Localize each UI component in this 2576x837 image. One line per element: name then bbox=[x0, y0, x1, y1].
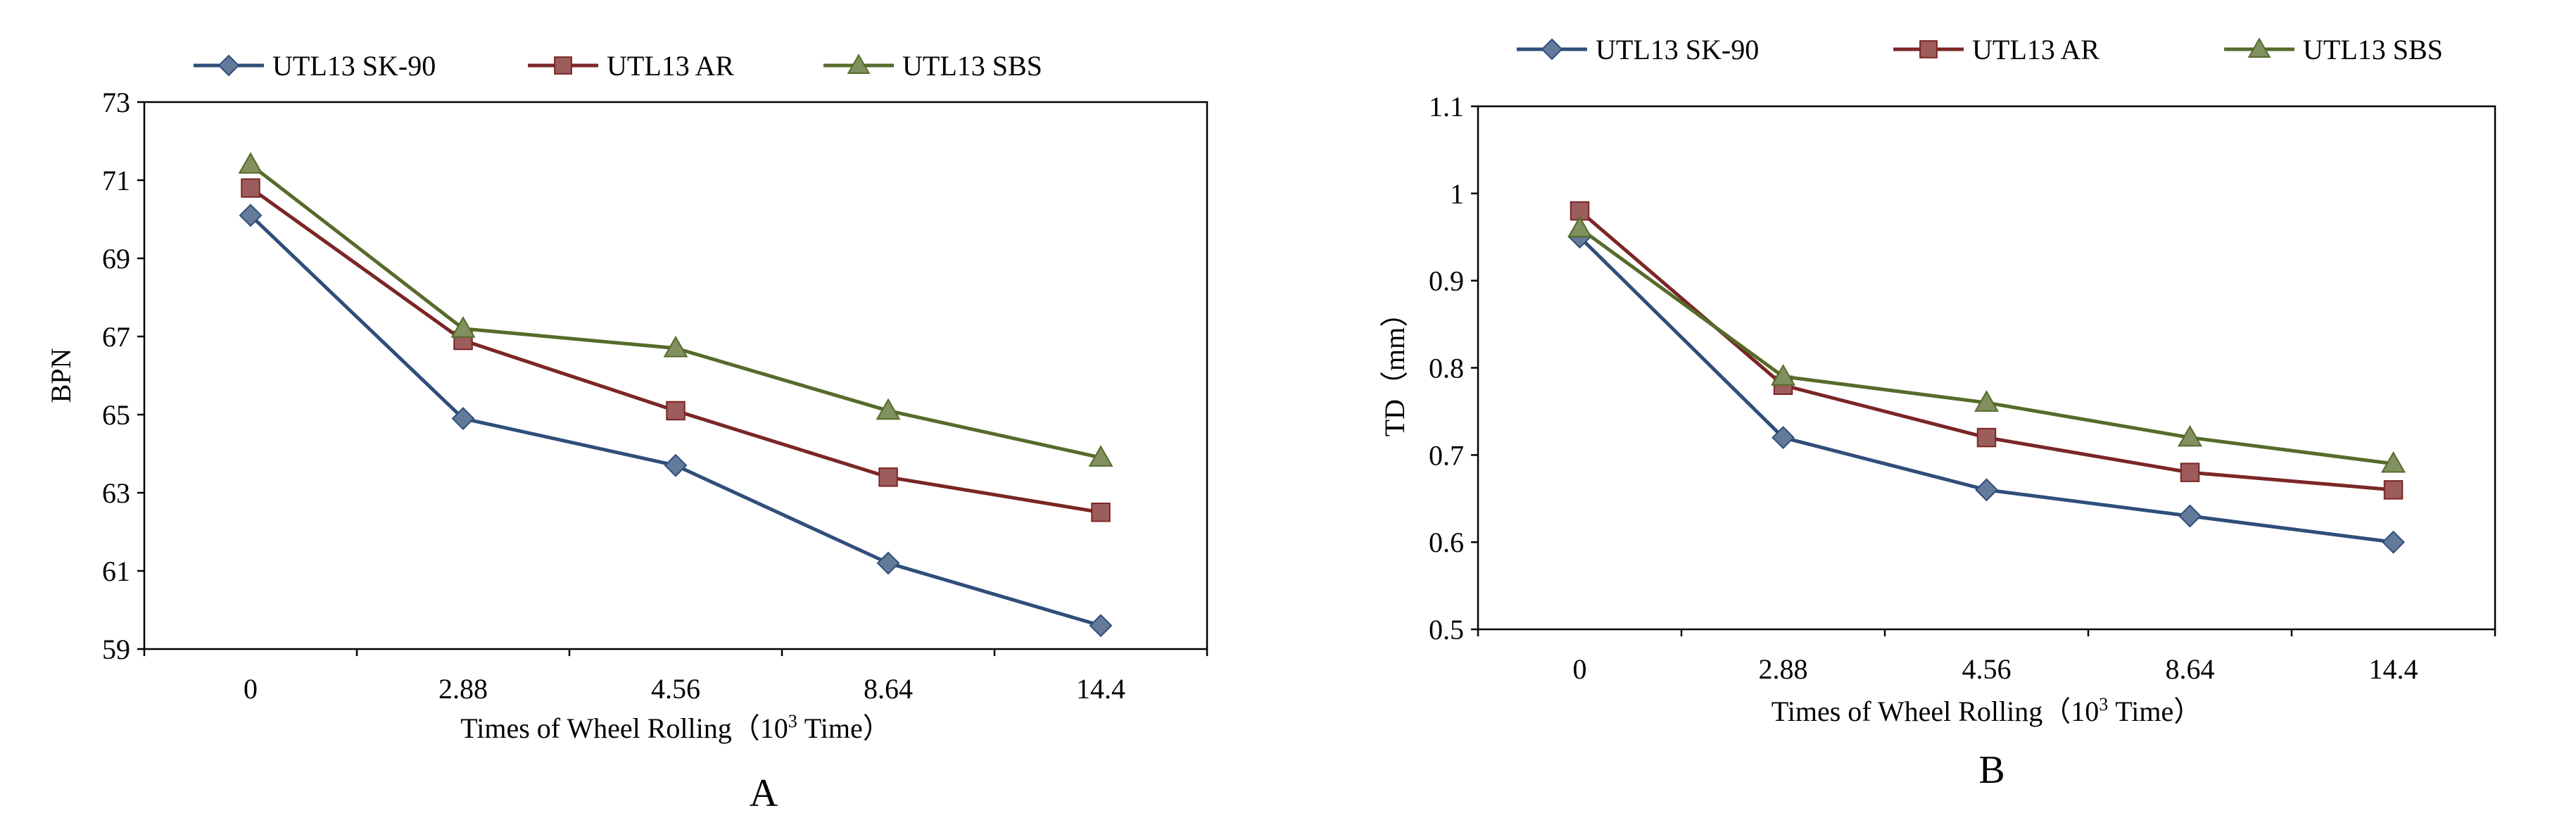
x-axis-label: Times of Wheel Rolling（103 Time） bbox=[460, 711, 891, 744]
data-point bbox=[1570, 201, 1590, 221]
data-point bbox=[663, 335, 688, 358]
legend-entry: UTL13 SBS bbox=[823, 50, 1042, 82]
data-point bbox=[1089, 614, 1113, 638]
legend-entry: UTL13 SK-90 bbox=[1517, 34, 1759, 65]
data-point bbox=[1772, 426, 1795, 449]
series-line bbox=[249, 214, 1101, 628]
data-point bbox=[2383, 480, 2404, 500]
y-tick-label: 71 bbox=[102, 165, 130, 196]
x-tick-label: 2.88 bbox=[1759, 653, 1808, 685]
legend-marker bbox=[554, 56, 572, 75]
data-point bbox=[241, 178, 260, 198]
data-point bbox=[2381, 451, 2406, 473]
y-tick-label: 0.7 bbox=[1429, 439, 1464, 471]
x-tick-label: 8.64 bbox=[2166, 653, 2215, 685]
legend-label: UTL13 SK-90 bbox=[1596, 34, 1759, 65]
x-tick-label: 0 bbox=[244, 673, 258, 705]
y-tick-label: 0.8 bbox=[1429, 353, 1464, 384]
data-point bbox=[876, 398, 901, 420]
y-tick-label: 67 bbox=[102, 321, 130, 353]
legend-label: UTL13 AR bbox=[607, 50, 734, 82]
y-axis-label: TD（mm） bbox=[1379, 299, 1410, 437]
chart-panel-A: 59 61 63 65 67 69 71 73 0 2.88 4.56 8.64 14.4 BPN Time… bbox=[45, 50, 1208, 815]
legend-entry: UTL13 SK-90 bbox=[194, 50, 436, 82]
data-point bbox=[2382, 530, 2405, 554]
y-tick-label: 1 bbox=[1450, 178, 1464, 210]
legend-label: UTL13 SBS bbox=[2303, 34, 2443, 65]
y-tick-label: 69 bbox=[102, 243, 130, 275]
y-tick-label: 0.5 bbox=[1429, 614, 1464, 646]
series-utl13-sbs bbox=[238, 152, 1113, 467]
data-point bbox=[450, 316, 476, 338]
chart-panel-B: 0.5 0.6 0.7 0.8 0.9 1 1.1 0 2.88 4.56 8.64 14.4 TD（m… bbox=[1379, 34, 2496, 792]
legend-marker bbox=[2247, 37, 2271, 58]
data-point bbox=[2180, 462, 2200, 482]
legend-label: UTL13 AR bbox=[1972, 34, 2100, 65]
x-tick-label: 8.64 bbox=[864, 673, 913, 705]
data-point bbox=[451, 407, 475, 430]
series-utl13-ar bbox=[241, 178, 1111, 522]
data-point bbox=[1088, 445, 1113, 467]
plot-area-frame bbox=[1477, 105, 2496, 631]
y-tick-label: 1.1 bbox=[1429, 91, 1464, 122]
y-tick-label: 59 bbox=[102, 634, 130, 665]
data-point bbox=[1771, 364, 1795, 386]
x-tick-label: 4.56 bbox=[1962, 653, 2012, 685]
legend-marker bbox=[1541, 38, 1563, 61]
y-tick-label: 63 bbox=[102, 477, 130, 509]
y-tick-label: 73 bbox=[102, 87, 130, 118]
legend-entry: UTL13 SBS bbox=[2224, 34, 2443, 65]
plot-area-frame bbox=[143, 101, 1208, 650]
data-point bbox=[878, 467, 898, 487]
data-point bbox=[238, 152, 263, 174]
data-point bbox=[1567, 215, 1592, 238]
data-point bbox=[1975, 478, 1998, 502]
data-point bbox=[239, 203, 263, 227]
x-tick-label: 14.4 bbox=[2369, 653, 2418, 685]
y-tick-label: 0.9 bbox=[1429, 265, 1464, 297]
x-axis-label: Times of Wheel Rolling（103 Time） bbox=[1772, 694, 2202, 727]
data-point bbox=[876, 551, 900, 575]
data-point bbox=[1091, 503, 1111, 522]
x-tick-label: 14.4 bbox=[1076, 673, 1125, 705]
panel-label: A bbox=[750, 772, 778, 815]
x-tick-label: 4.56 bbox=[651, 673, 700, 705]
legend-marker bbox=[1919, 40, 1938, 58]
series-utl13-sk-90 bbox=[1568, 225, 2405, 554]
legend-entry: UTL13 AR bbox=[1893, 34, 2100, 65]
series-utl13-sbs bbox=[1567, 215, 2406, 473]
legend-marker bbox=[847, 54, 871, 75]
y-tick-label: 61 bbox=[102, 555, 130, 587]
x-tick-label: 0 bbox=[1573, 653, 1587, 685]
panel-label: B bbox=[1978, 748, 2004, 792]
legend-entry: UTL13 AR bbox=[528, 50, 734, 82]
legend-label: UTL13 SBS bbox=[902, 50, 1042, 82]
y-axis-label: BPN bbox=[45, 348, 77, 403]
y-tick-label: 0.6 bbox=[1429, 527, 1464, 558]
x-tick-label: 2.88 bbox=[438, 673, 488, 705]
series-utl13-sk-90 bbox=[239, 203, 1113, 638]
legend-label: UTL13 SK-90 bbox=[272, 50, 436, 82]
data-point bbox=[2178, 424, 2202, 447]
data-point bbox=[666, 401, 686, 421]
y-tick-label: 65 bbox=[102, 399, 130, 431]
data-point bbox=[1974, 390, 1999, 412]
data-point bbox=[1976, 427, 1997, 448]
data-point bbox=[664, 453, 688, 477]
legend-marker bbox=[217, 54, 240, 77]
data-point bbox=[2178, 504, 2202, 528]
